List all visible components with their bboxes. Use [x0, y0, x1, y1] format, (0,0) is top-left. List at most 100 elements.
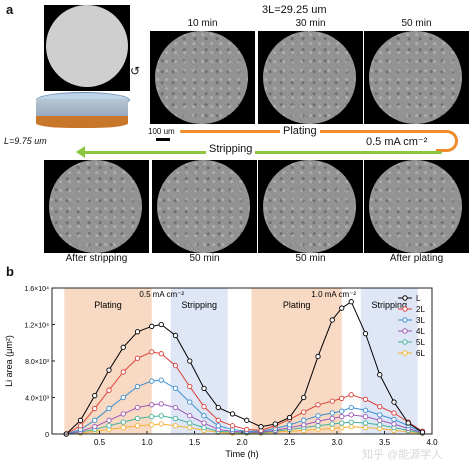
region-label-0: Plating: [94, 300, 122, 310]
point-5L-8: [172, 415, 179, 422]
point-L-23: [377, 372, 383, 378]
y-tick-label-1: 4.0×10³: [25, 396, 50, 403]
point-4L-20: [339, 414, 345, 420]
point-L-17: [301, 394, 307, 401]
y-tick-label-3: 1.2×10⁴: [24, 323, 49, 330]
point-3L-7: [158, 377, 164, 383]
point-4L-19: [329, 415, 335, 422]
y-tick-label-0: 0: [45, 432, 49, 439]
point-4L-3: [106, 417, 112, 423]
ct-slice-plate-50min: [258, 160, 363, 253]
x-tick-label-0: 0.5: [94, 438, 106, 447]
point-4L-23: [377, 417, 383, 423]
point-2L-20: [339, 395, 345, 402]
legend-marker-L: [402, 295, 408, 301]
point-3L-17: [301, 417, 307, 423]
point-L-15: [272, 421, 278, 427]
x-tick-label-7: 4.0: [426, 438, 438, 447]
x-tick-label-3: 2.0: [236, 438, 248, 447]
plating-arrow-curve: [436, 130, 458, 152]
point-2L-24: [391, 410, 397, 416]
cylinder-sketch: [36, 92, 130, 130]
point-L-9: [187, 358, 193, 364]
point-2L-8: [172, 362, 179, 369]
stripping-label: Stripping: [206, 143, 256, 155]
point-2L-3: [106, 387, 112, 393]
point-6L-9: [187, 424, 193, 431]
point-2L-10: [201, 403, 207, 410]
point-4L-17: [301, 422, 307, 428]
point-L-3: [106, 367, 112, 373]
point-L-21: [348, 299, 354, 305]
point-3L-20: [339, 408, 345, 414]
ct-slice-after-plating: [364, 160, 469, 253]
point-5L-23: [377, 422, 383, 428]
point-3L-18: [315, 413, 321, 419]
point-3L-2: [92, 417, 98, 423]
legend-marker-6L: [402, 350, 408, 356]
y-tick-label-2: 8.0×10³: [25, 359, 50, 366]
point-L-13: [244, 417, 250, 423]
point-L-8: [172, 332, 179, 339]
point-6L-19: [329, 425, 335, 432]
ct-slice-10min: [150, 31, 255, 124]
point-6L-22: [362, 424, 369, 431]
bottom-label-4: After plating: [389, 253, 444, 264]
point-L-20: [339, 305, 345, 311]
point-2L-17: [301, 409, 307, 415]
top-time-2: 30 min: [295, 18, 326, 29]
point-L-6: [149, 323, 155, 329]
x-tick-label-6: 3.5: [379, 438, 391, 447]
point-3L-16: [286, 422, 293, 428]
point-L-10: [201, 385, 207, 392]
point-3L-22: [362, 407, 369, 413]
bottom-label-1: After stripping: [65, 253, 128, 264]
point-4L-8: [172, 404, 179, 411]
point-5L-7: [158, 413, 164, 419]
point-3L-5: [134, 383, 141, 390]
legend-label-4L: 4L: [416, 327, 425, 336]
legend-marker-2L: [402, 306, 408, 312]
point-5L-10: [201, 424, 207, 431]
point-2L-12: [229, 423, 236, 429]
region-label-3: Stripping: [371, 300, 407, 310]
point-5L-22: [362, 420, 369, 426]
point-6L-21: [348, 424, 354, 430]
point-L-7: [158, 321, 164, 328]
point-2L-11: [215, 417, 221, 423]
ct-slice-after-stripping: [44, 160, 149, 253]
point-5L-21: [348, 419, 354, 425]
current-label: 0.5 mA cm⁻²: [366, 136, 428, 148]
top-time-3: 50 min: [401, 18, 432, 29]
point-3L-8: [172, 385, 179, 392]
point-4L-2: [92, 424, 98, 430]
point-2L-22: [362, 396, 369, 402]
point-4L-21: [348, 412, 354, 418]
ct-slice-30min: [258, 31, 363, 124]
y-tick-label-4: 1.6×10⁴: [24, 286, 49, 293]
point-4L-6: [149, 402, 155, 408]
point-2L-5: [134, 355, 141, 361]
point-5L-9: [187, 420, 193, 426]
point-2L-9: [187, 383, 193, 390]
region-label-2: Plating: [283, 300, 311, 310]
L-label: L=9.75 um: [4, 136, 47, 146]
point-2L-18: [315, 402, 321, 408]
annotation-0: 0.5 mA cm⁻²: [139, 290, 184, 299]
panel-a-letter: a: [6, 2, 14, 17]
legend-label-L: L: [416, 294, 421, 303]
point-3L-9: [187, 399, 193, 405]
point-L-14: [258, 424, 264, 430]
point-3L-21: [348, 404, 354, 411]
rotate-arrow-icon: ↺: [130, 64, 141, 78]
scale-bar: [156, 138, 170, 141]
point-4L-22: [362, 414, 369, 420]
point-L-2: [92, 393, 98, 399]
point-6L-5: [134, 423, 141, 429]
point-2L-19: [329, 398, 335, 404]
point-6L-8: [172, 423, 179, 429]
legend-marker-5L: [402, 339, 408, 345]
point-4L-5: [134, 404, 141, 411]
y-axis-label: Li area (μm²): [4, 335, 14, 387]
x-tick-label-5: 3.0: [331, 438, 343, 447]
